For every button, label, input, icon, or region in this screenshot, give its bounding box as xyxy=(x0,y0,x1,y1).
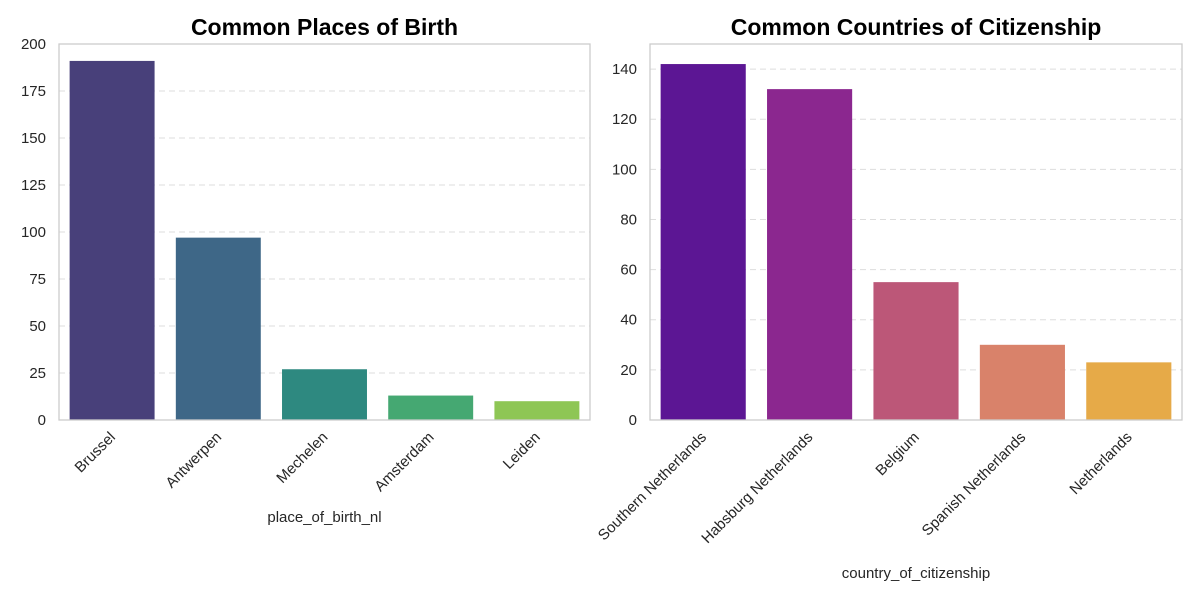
y-tick-label: 200 xyxy=(21,36,46,53)
bar-leiden xyxy=(494,401,580,420)
y-tick-label: 75 xyxy=(29,271,46,288)
y-tick-label: 140 xyxy=(612,61,637,78)
bar-brussel xyxy=(69,60,155,421)
bar-habsburg-netherlands xyxy=(767,89,853,421)
y-tick-label: 0 xyxy=(629,412,637,429)
y-tick-label: 125 xyxy=(21,177,46,194)
chart-title: Common Places of Birth xyxy=(191,14,458,40)
x-tick-label: Brussel xyxy=(72,429,119,476)
x-tick-label: Mechelen xyxy=(273,429,331,487)
bar-antwerpen xyxy=(175,237,261,420)
axes-frame xyxy=(58,43,591,421)
x-tick-label: Habsburg Netherlands xyxy=(698,429,816,547)
y-tick-label: 20 xyxy=(620,362,637,379)
x-tick-label: Spanish Netherlands xyxy=(919,429,1029,539)
x-tick-label: Leiden xyxy=(500,429,544,473)
x-tick-label: Belgium xyxy=(872,429,922,479)
x-axis-label: place_of_birth_nl xyxy=(267,509,381,526)
y-tick-label: 100 xyxy=(21,224,46,241)
x-tick-label: Antwerpen xyxy=(162,429,225,492)
y-tick-label: 175 xyxy=(21,83,46,100)
x-tick-label: Amsterdam xyxy=(371,429,437,495)
y-tick-label: 50 xyxy=(29,318,46,335)
x-axis-label: country_of_citizenship xyxy=(842,565,990,582)
x-tick-label: Southern Netherlands xyxy=(595,429,710,544)
y-tick-label: 150 xyxy=(21,130,46,147)
chart-countries-of-citizenship: Common Countries of Citizenship country_… xyxy=(595,14,1183,582)
bar-spanish-netherlands xyxy=(979,344,1065,420)
y-tick-label: 0 xyxy=(38,412,46,429)
chart-title: Common Countries of Citizenship xyxy=(731,14,1102,40)
y-tick-label: 60 xyxy=(620,262,637,279)
y-tick-label: 100 xyxy=(612,161,637,178)
y-tick-label: 120 xyxy=(612,111,637,128)
bar-netherlands xyxy=(1086,362,1172,420)
bar-mechelen xyxy=(282,369,367,420)
bar-belgium xyxy=(873,282,959,420)
y-tick-label: 80 xyxy=(620,211,637,228)
axes-frame xyxy=(649,43,1183,421)
y-tick-label: 40 xyxy=(620,312,637,329)
x-tick-label: Netherlands xyxy=(1066,429,1135,498)
bar-southern-netherlands xyxy=(660,64,746,420)
chart-places-of-birth: Common Places of Birth place_of_birth_nl… xyxy=(21,14,591,526)
y-tick-label: 25 xyxy=(29,365,46,382)
bar-amsterdam xyxy=(388,395,474,420)
